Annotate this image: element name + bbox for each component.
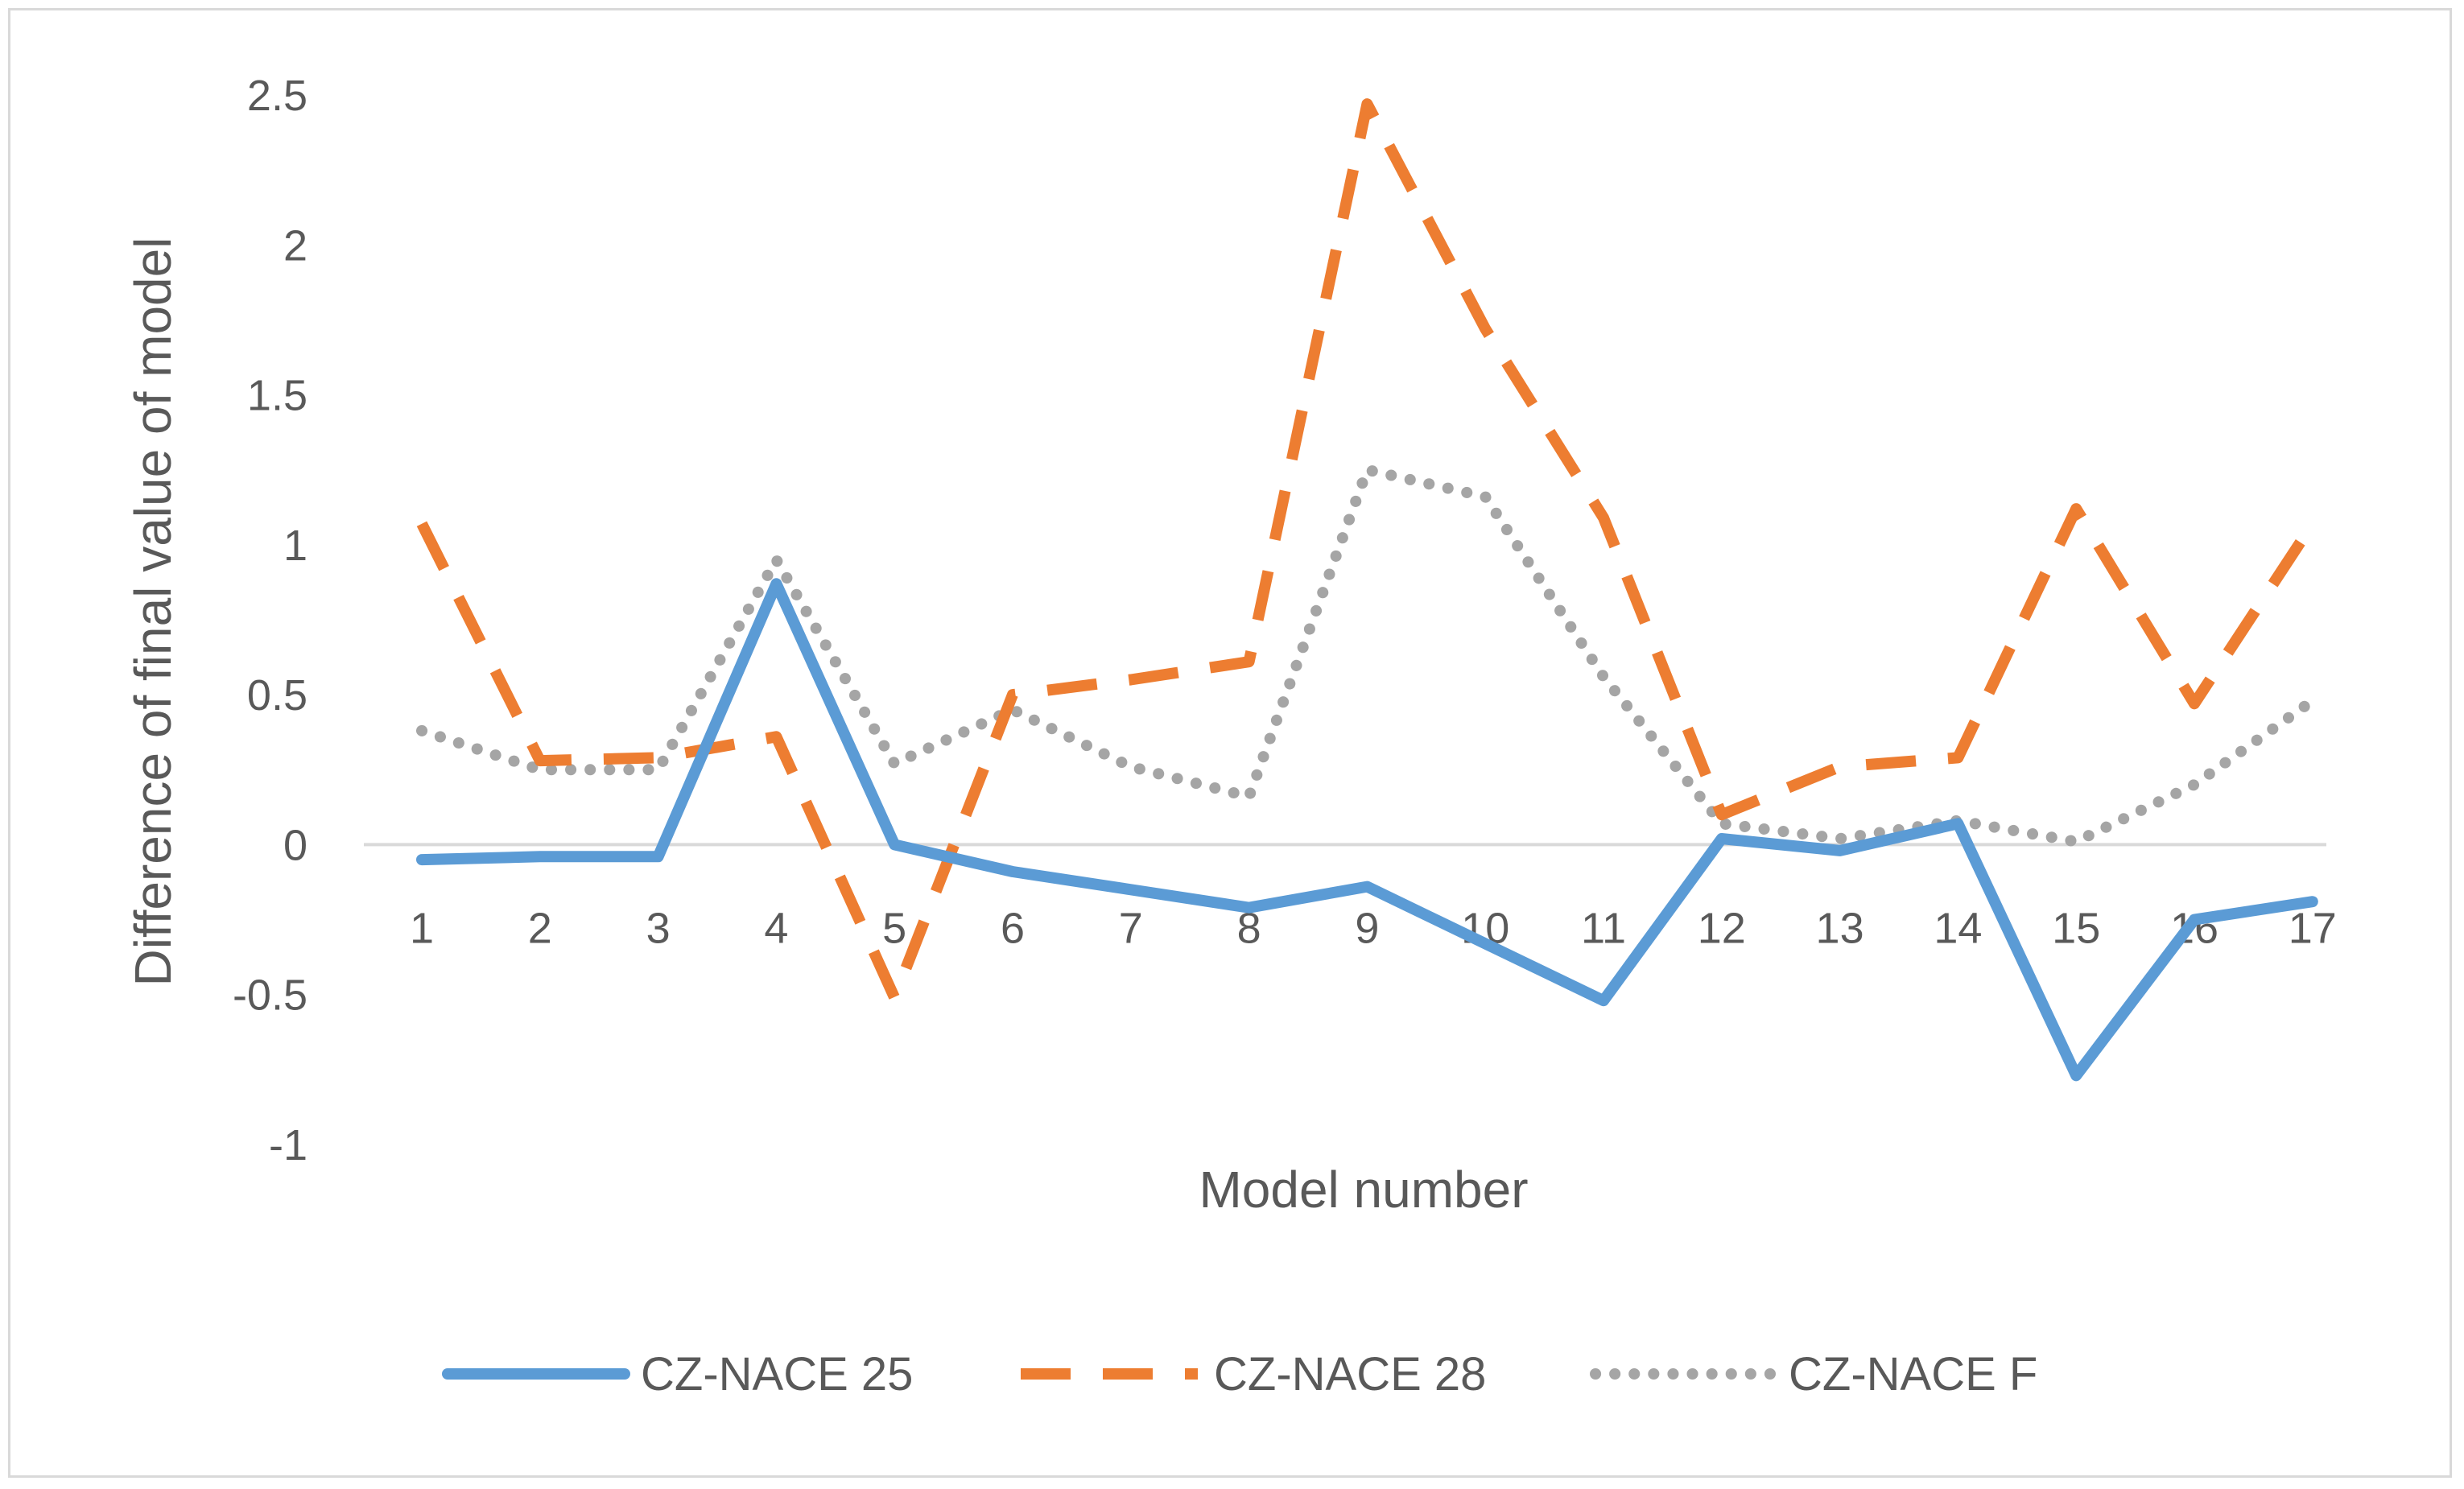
legend-label: CZ-NACE 28 (1214, 1348, 1486, 1400)
y-tick-label: 0.5 (247, 671, 307, 720)
legend: CZ-NACE 25 CZ-NACE 28 CZ-NACE F (442, 1348, 2037, 1400)
x-tick-label: 14 (1934, 904, 1982, 952)
y-tick-label: 1.5 (247, 372, 307, 420)
y-tick-label: 1 (283, 522, 307, 570)
x-tick-label: 13 (1816, 904, 1864, 952)
x-axis-ticks: 1 2 3 4 5 6 7 8 9 10 11 12 13 14 15 16 17 (410, 904, 2337, 952)
y-tick-label: 0 (283, 821, 307, 869)
series-line-cz-nace-25 (416, 578, 2318, 1082)
series-line-cz-nace-28 (416, 98, 2317, 1004)
x-tick-label: 7 (1119, 904, 1143, 952)
series-lines (416, 98, 2318, 1082)
x-axis-title: Model number (1199, 1161, 1528, 1219)
y-tick-label: -1 (269, 1121, 307, 1169)
series-line-cz-nace-f (416, 464, 2318, 848)
legend-label: CZ-NACE 25 (641, 1348, 913, 1400)
y-axis-title: Difference of final value of model (124, 237, 182, 987)
y-axis-ticks: -1 -0.5 0 0.5 1 1.5 2 2.5 (233, 72, 307, 1169)
x-tick-label: 12 (1698, 904, 1746, 952)
x-tick-label: 17 (2289, 904, 2337, 952)
x-tick-label: 1 (410, 904, 434, 952)
x-tick-label: 11 (1581, 904, 1626, 952)
x-tick-label: 9 (1355, 904, 1379, 952)
chart-frame (8, 8, 2452, 1478)
x-tick-label: 3 (646, 904, 671, 952)
legend-label: CZ-NACE F (1789, 1348, 2037, 1400)
y-tick-label: 2.5 (247, 72, 307, 120)
x-tick-label: 2 (528, 904, 552, 952)
x-tick-label: 15 (2052, 904, 2100, 952)
y-tick-label: 2 (283, 221, 307, 270)
y-tick-label: -0.5 (233, 971, 307, 1020)
x-tick-label: 6 (1001, 904, 1025, 952)
x-tick-label: 4 (764, 904, 788, 952)
x-tick-label: 5 (882, 904, 906, 952)
